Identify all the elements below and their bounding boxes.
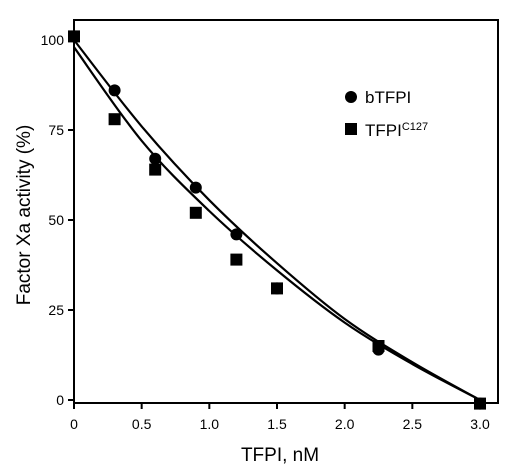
point-btfpi xyxy=(149,152,162,165)
y-tick-label: 0 xyxy=(56,392,64,408)
y-axis-title: Factor Xa activity (%) xyxy=(14,125,35,306)
point-btfpi xyxy=(189,181,202,194)
fit-curve-btfpi xyxy=(73,39,481,401)
point-btfpi xyxy=(230,228,243,241)
x-tick-label: 2.0 xyxy=(335,416,355,432)
legend-label-tfpi-sup: C127 xyxy=(402,121,428,133)
x-tick-label: 0.5 xyxy=(132,416,152,432)
x-tick-label: 3.0 xyxy=(470,416,490,432)
point-btfpi xyxy=(372,343,385,356)
point-btfpi xyxy=(108,84,121,97)
legend-label-btfpi: bTFPI xyxy=(365,88,411,107)
y-tick-label: 75 xyxy=(48,122,64,138)
data-points xyxy=(68,30,486,410)
point-btfpi xyxy=(474,397,486,410)
legend: bTFPI TFPIC127 xyxy=(345,88,428,140)
x-axis-ticks: 0 0.5 1.0 1.5 2.0 2.5 3.0 xyxy=(70,403,490,432)
y-axis-ticks: 0 25 50 75 100 xyxy=(41,32,74,408)
fit-curves xyxy=(73,39,481,401)
legend-label-tfpic127: TFPIC127 xyxy=(365,121,428,140)
point-tfpic127 xyxy=(230,253,243,266)
y-tick-label: 50 xyxy=(48,212,64,228)
point-tfpic127 xyxy=(149,163,162,176)
y-tick-label: 100 xyxy=(41,32,65,48)
y-tick-label: 25 xyxy=(48,302,64,318)
legend-marker-tfpic127 xyxy=(345,123,357,135)
fit-curve-tfpic127 xyxy=(73,46,481,401)
x-axis-title: TFPI, nM xyxy=(241,445,319,466)
point-tfpic127 xyxy=(108,113,121,126)
x-tick-label: 1.5 xyxy=(267,416,287,432)
x-tick-label: 2.5 xyxy=(403,416,423,432)
x-tick-label: 0 xyxy=(70,416,78,432)
point-btfpi xyxy=(68,30,80,43)
legend-marker-btfpi xyxy=(345,91,357,103)
plot-frame xyxy=(73,19,499,404)
point-btfpi xyxy=(271,282,283,295)
x-tick-label: 1.0 xyxy=(200,416,220,432)
point-tfpic127 xyxy=(189,206,202,219)
legend-label-tfpi-base: TFPI xyxy=(365,121,402,140)
